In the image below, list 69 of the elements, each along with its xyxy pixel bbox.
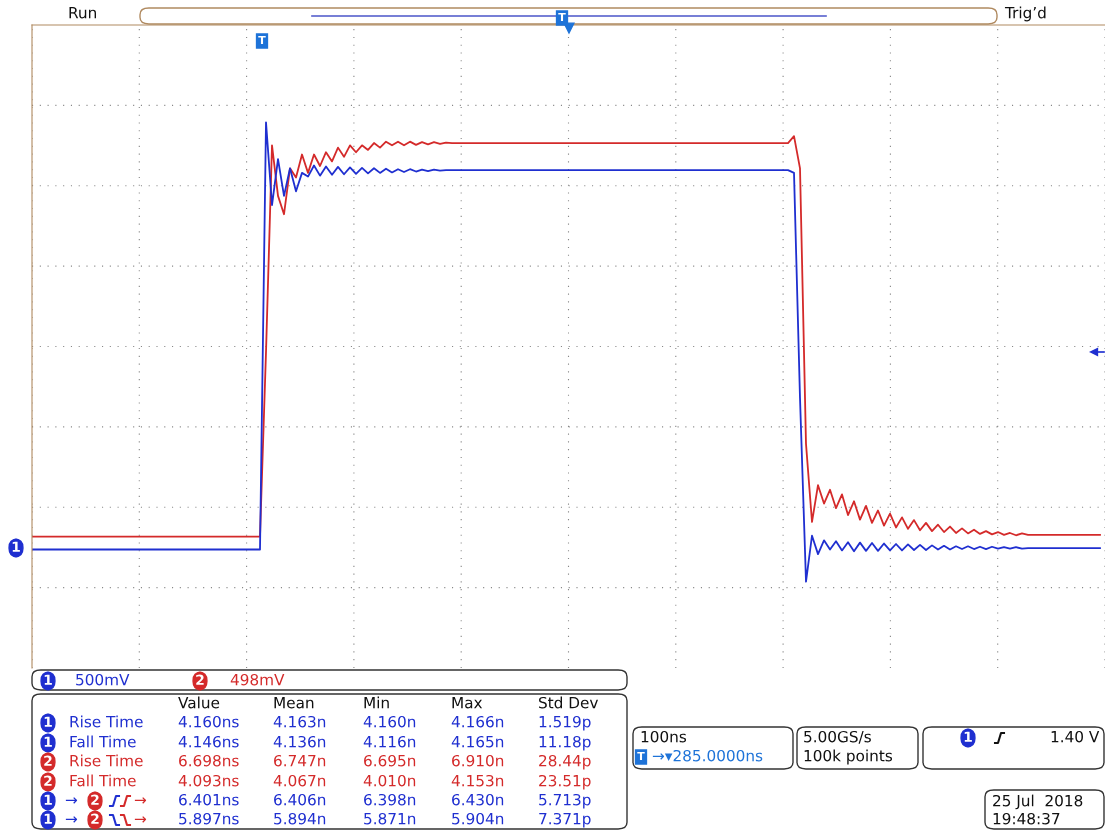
text: 1.519p: [539, 715, 591, 731]
text: 1: [44, 736, 52, 747]
text: 28.44p: [539, 754, 591, 770]
text: 6.747n: [274, 754, 326, 767]
text: 5.897ns: [179, 812, 239, 825]
text: 6.401ns: [179, 793, 239, 806]
text: 4.165n: [451, 735, 504, 748]
text: Rise Time: [70, 715, 143, 728]
text: 1: [44, 813, 52, 824]
text: 4.146ns: [178, 735, 239, 748]
text: 4.166n: [451, 715, 504, 728]
text: Rise Time: [70, 754, 143, 767]
text: 4.163n: [273, 715, 326, 728]
text: T: [637, 751, 645, 761]
text: 19:48:37: [993, 812, 1060, 825]
text: Fall Time: [70, 774, 136, 787]
text: 1: [44, 674, 52, 685]
text: 2: [44, 755, 52, 766]
text: 1: [44, 794, 52, 805]
text: 500mV: [76, 673, 130, 686]
text: 2: [91, 794, 99, 805]
text: Std Dev: [539, 696, 598, 709]
text: 4.093ns: [178, 774, 239, 787]
text: Fall Time: [70, 735, 136, 748]
text: 23.51p: [539, 774, 591, 790]
text: 6.698ns: [179, 754, 239, 767]
text: Trig’d: [1004, 6, 1046, 22]
text: 4.067n: [273, 774, 326, 787]
text: →: [65, 816, 78, 823]
text: →▾285.0000ns: [652, 749, 763, 762]
text: Min: [364, 696, 389, 709]
text: 1: [964, 731, 972, 742]
text: Max: [452, 697, 483, 709]
text: 5.00GS/s: [804, 730, 871, 744]
text: 1: [12, 541, 20, 552]
text: 7.371p: [539, 812, 591, 828]
text: 4.153n: [451, 774, 504, 787]
text: Value: [178, 696, 220, 709]
text: 1.40 V: [1051, 730, 1100, 743]
text: 6.695n: [364, 754, 416, 767]
text: Mean: [274, 697, 314, 709]
text: 1: [44, 716, 52, 727]
text: 2: [44, 775, 52, 786]
text: 5.713p: [539, 793, 591, 809]
text: 6.398n: [364, 793, 416, 806]
text: 4.116n: [363, 735, 416, 748]
text: 4.136n: [273, 735, 326, 748]
text: 4.160n: [363, 715, 416, 728]
text: 498mV: [230, 673, 285, 686]
text: T: [558, 12, 566, 22]
text: 4.010n: [363, 774, 416, 787]
text: 2: [196, 674, 204, 685]
text: 2: [91, 813, 99, 824]
text: 6.910n: [452, 754, 504, 767]
text: 6.430n: [452, 793, 504, 806]
text: →: [134, 816, 147, 823]
text: Run: [69, 7, 96, 19]
text: →: [65, 797, 78, 804]
text: 100ns: [641, 730, 687, 743]
text: 25 Jul 2018: [993, 794, 1083, 810]
text: →: [134, 797, 147, 804]
text: 5.904n: [452, 812, 504, 825]
text: 4.160ns: [178, 715, 239, 728]
text: 100k points: [804, 749, 893, 765]
text: 5.894n: [274, 812, 326, 825]
text: T: [258, 35, 266, 45]
text: 6.406n: [274, 793, 326, 806]
text: 5.871n: [364, 812, 416, 825]
text: 11.18p: [539, 735, 591, 751]
